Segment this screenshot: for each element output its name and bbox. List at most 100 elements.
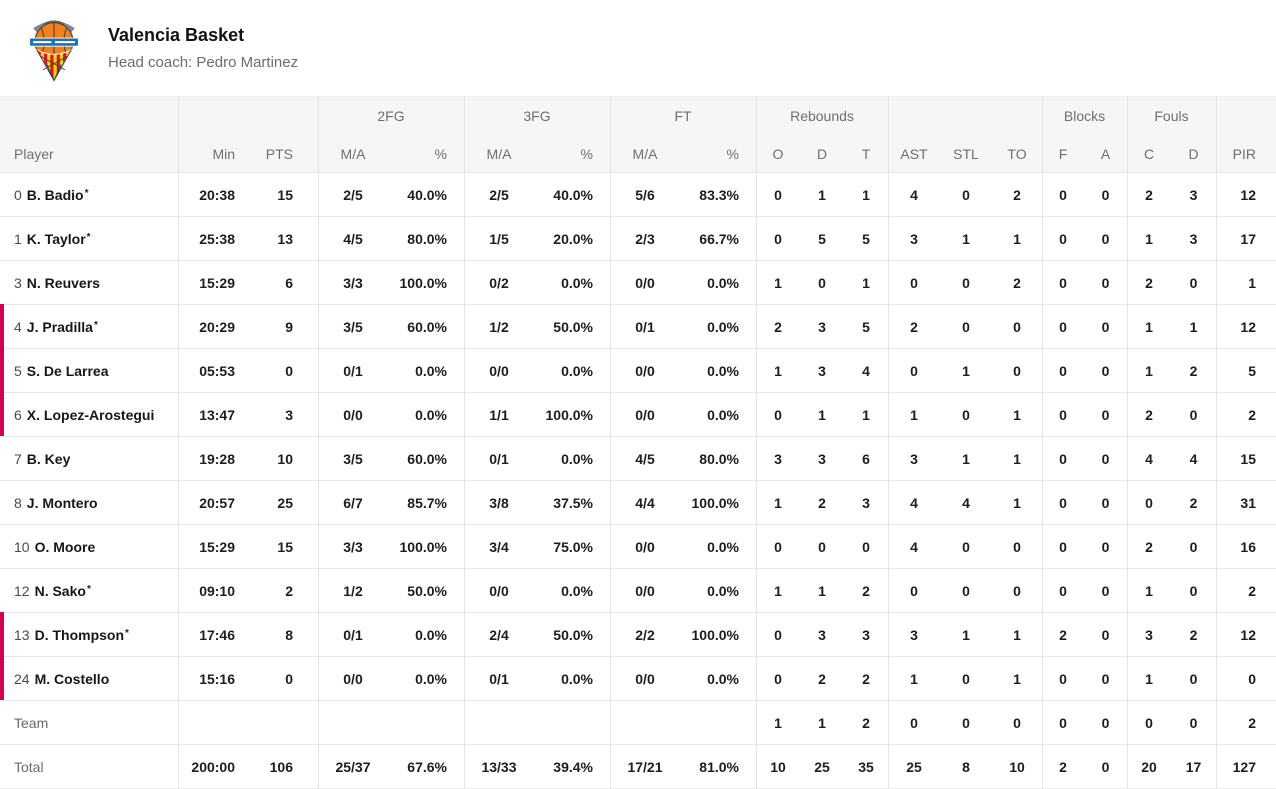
cell-pir: 16 — [1240, 538, 1256, 555]
cell-min: 17:46 — [199, 626, 235, 643]
cell-min: 09:10 — [199, 582, 235, 599]
player-name-cell[interactable]: 1 K. Taylor* — [0, 231, 178, 247]
cell-fg3-pct: 39.4% — [553, 758, 593, 775]
cell-blk-f: 2 — [1059, 758, 1067, 775]
player-name-cell[interactable]: 8 J. Montero — [0, 495, 178, 511]
cell-fg3-ma: 0/2 — [489, 274, 509, 291]
cell-fg2-pct: 100.0% — [399, 274, 447, 291]
cell-reb-d: 3 — [818, 626, 826, 643]
player-name-cell[interactable]: 24 M. Costello — [0, 671, 178, 687]
boxscore-table: 2FG 3FG FT Rebounds Blocks Fouls Player … — [0, 96, 1276, 789]
cell-reb-t: 3 — [862, 494, 870, 511]
cell-ft-pct: 66.7% — [699, 230, 739, 247]
player-name-cell[interactable]: 4 J. Pradilla* — [0, 319, 178, 335]
cell-foul-d: 2 — [1189, 494, 1198, 511]
cell-fg2-pct: 80.0% — [407, 230, 447, 247]
cell-fg3-pct: 37.5% — [553, 494, 593, 511]
jersey-number: 12 — [14, 582, 30, 599]
cell-fg2-pct: 60.0% — [407, 450, 447, 467]
cell-foul-d: 0 — [1189, 274, 1198, 291]
player-name-cell[interactable]: 12 N. Sako* — [0, 583, 178, 599]
cell-pts: 0 — [285, 362, 293, 379]
cell-fg3-ma: 0/1 — [489, 670, 509, 687]
cell-fg2-ma: 0/0 — [343, 406, 363, 423]
column-divider — [1042, 96, 1043, 789]
player-name-cell[interactable]: 7 B. Key — [0, 451, 178, 467]
cell-min: 13:47 — [199, 406, 235, 423]
cell-ft-pct: 83.3% — [699, 186, 739, 203]
cell-blk-a: 0 — [1101, 670, 1110, 687]
col-header-2fg-pct: % — [434, 146, 447, 162]
cell-foul-c: 4 — [1145, 450, 1153, 467]
cell-blk-a: 0 — [1101, 714, 1110, 731]
player-name-cell[interactable]: 6 X. Lopez-Arostegui — [0, 407, 178, 423]
cell-blk-a: 0 — [1101, 538, 1110, 555]
cell-blk-f: 0 — [1059, 362, 1067, 379]
cell-blk-a: 0 — [1101, 582, 1110, 599]
cell-min: 19:28 — [199, 450, 235, 467]
cell-to: 10 — [1009, 758, 1025, 775]
cell-blk-a: 0 — [1101, 626, 1110, 643]
cell-blk-a: 0 — [1101, 230, 1110, 247]
jersey-number: 0 — [14, 186, 22, 203]
player-row: 7 B. Key 19:28 10 3/5 60.0% 0/1 0.0% 4/5 80.0% 3 3 6… — [0, 436, 1276, 480]
cell-stl: 0 — [962, 714, 970, 731]
player-name-cell[interactable]: 3 N. Reuvers — [0, 275, 178, 291]
cell-reb-d: 1 — [818, 582, 826, 599]
cell-ft-pct: 0.0% — [707, 362, 739, 379]
cell-ast: 0 — [910, 362, 918, 379]
row-label-cell: Total — [0, 759, 178, 775]
cell-to: 0 — [1013, 318, 1021, 335]
cell-fg3-pct: 0.0% — [561, 362, 593, 379]
cell-reb-d: 3 — [818, 450, 826, 467]
cell-reb-o: 3 — [774, 450, 782, 467]
col-header-blk-a: A — [1100, 146, 1111, 162]
cell-ft-pct: 0.0% — [707, 538, 739, 555]
cell-min: 25:38 — [199, 230, 235, 247]
cell-reb-o: 10 — [770, 758, 786, 775]
player-name: D. Thompson — [34, 626, 125, 643]
cell-ft-ma: 0/0 — [635, 406, 655, 423]
jersey-number: 1 — [14, 230, 22, 247]
cell-reb-d: 0 — [818, 274, 826, 291]
cell-stl: 0 — [962, 186, 970, 203]
cell-fg3-pct: 0.0% — [561, 274, 593, 291]
cell-pir: 2 — [1248, 406, 1256, 423]
cell-pir: 12 — [1240, 318, 1256, 335]
cell-foul-c: 1 — [1145, 670, 1153, 687]
cell-min: 15:29 — [199, 274, 235, 291]
cell-blk-f: 0 — [1059, 714, 1067, 731]
cell-reb-d: 1 — [818, 406, 826, 423]
jersey-number: 7 — [14, 450, 22, 467]
cell-fg3-pct: 75.0% — [553, 538, 593, 555]
cell-to: 2 — [1013, 274, 1021, 291]
cell-reb-t: 3 — [862, 626, 870, 643]
column-divider — [1127, 96, 1128, 789]
cell-blk-f: 0 — [1059, 186, 1067, 203]
player-name-cell[interactable]: 13 D. Thompson* — [0, 627, 178, 643]
cell-blk-f: 0 — [1059, 450, 1067, 467]
summary-row: Team 1 1 2 0 0 0 0 0 0 0 2 — [0, 700, 1276, 744]
jersey-number: 4 — [14, 318, 22, 335]
group-header-blocks: Blocks — [1063, 108, 1106, 124]
cell-reb-o: 1 — [774, 274, 782, 291]
player-name-cell[interactable]: 10 O. Moore — [0, 539, 178, 555]
column-divider — [610, 96, 611, 789]
cell-blk-a: 0 — [1101, 362, 1110, 379]
cell-pts: 13 — [277, 230, 293, 247]
starter-asterisk: * — [93, 319, 98, 331]
col-header-foul-c: C — [1143, 146, 1155, 162]
player-name-cell[interactable]: 5 S. De Larrea — [0, 363, 178, 379]
player-name-cell[interactable]: 0 B. Badio* — [0, 187, 178, 203]
cell-blk-a: 0 — [1101, 758, 1110, 775]
cell-reb-d: 3 — [818, 362, 826, 379]
cell-reb-t: 2 — [862, 670, 870, 687]
jersey-number: 10 — [14, 538, 30, 555]
cell-ft-pct: 0.0% — [707, 406, 739, 423]
cell-min: 05:53 — [199, 362, 235, 379]
col-header-blk-f: F — [1058, 146, 1068, 162]
cell-min: 20:38 — [199, 186, 235, 203]
cell-reb-o: 0 — [774, 538, 782, 555]
cell-ast: 4 — [910, 494, 918, 511]
col-header-reb-t: T — [861, 146, 871, 162]
